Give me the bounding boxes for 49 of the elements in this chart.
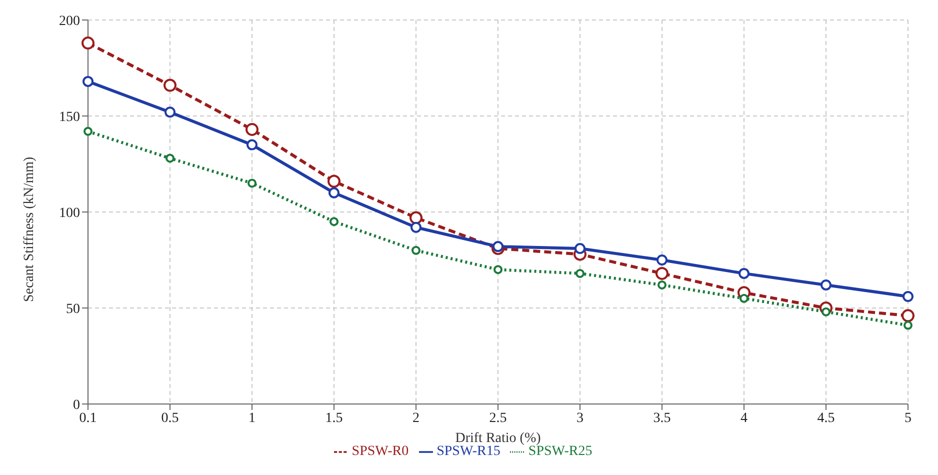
x-tick-label: 2 [412,410,420,426]
legend-label: SPSW-R25 [528,444,592,459]
y-tick-label: 200 [59,14,80,29]
point [656,254,668,266]
x-tick-label: 1 [248,410,256,426]
point [328,174,340,188]
legend-label: SPSW-R0 [352,444,409,459]
x-tick-label: 0.5 [161,410,179,426]
x-tick-label: 3.5 [653,410,671,426]
x-tick-label: 4.5 [817,410,835,426]
point [328,187,340,198]
point [82,36,94,50]
point [246,139,258,150]
point [576,268,584,278]
point [902,309,914,322]
point [412,246,420,255]
y-tick-label: 100 [59,206,80,221]
point [166,154,174,163]
point [740,294,748,303]
point [246,122,258,136]
y-tick-label: 0 [73,398,80,413]
point [656,266,668,280]
y-tick-label: 150 [59,110,80,125]
legend-label: SPSW-R15 [436,444,500,459]
point [902,290,914,302]
point [820,279,832,290]
x-tick-label: 0.1 [79,410,97,426]
point [410,211,422,224]
x-tick-label: 5 [904,410,912,426]
y-axis-title: Secant Stiffness (kN/mm) [22,156,37,302]
x-tick-label: 1.5 [325,410,343,426]
x-axis-title: Drift Ratio (%) [455,431,542,446]
point [84,126,92,136]
x-tick-label: 3 [576,410,584,426]
point [410,222,422,233]
x-tick-label: 2.5 [489,410,507,426]
point [248,178,256,188]
point [164,106,176,118]
y-tick-label: 50 [66,302,80,317]
point [164,78,176,92]
point [82,76,94,87]
point [330,217,338,226]
point [492,241,504,252]
point [658,280,666,290]
point [904,320,912,330]
point [494,265,502,274]
point [738,268,750,279]
point [574,242,586,254]
x-tick-label: 4 [740,410,748,426]
